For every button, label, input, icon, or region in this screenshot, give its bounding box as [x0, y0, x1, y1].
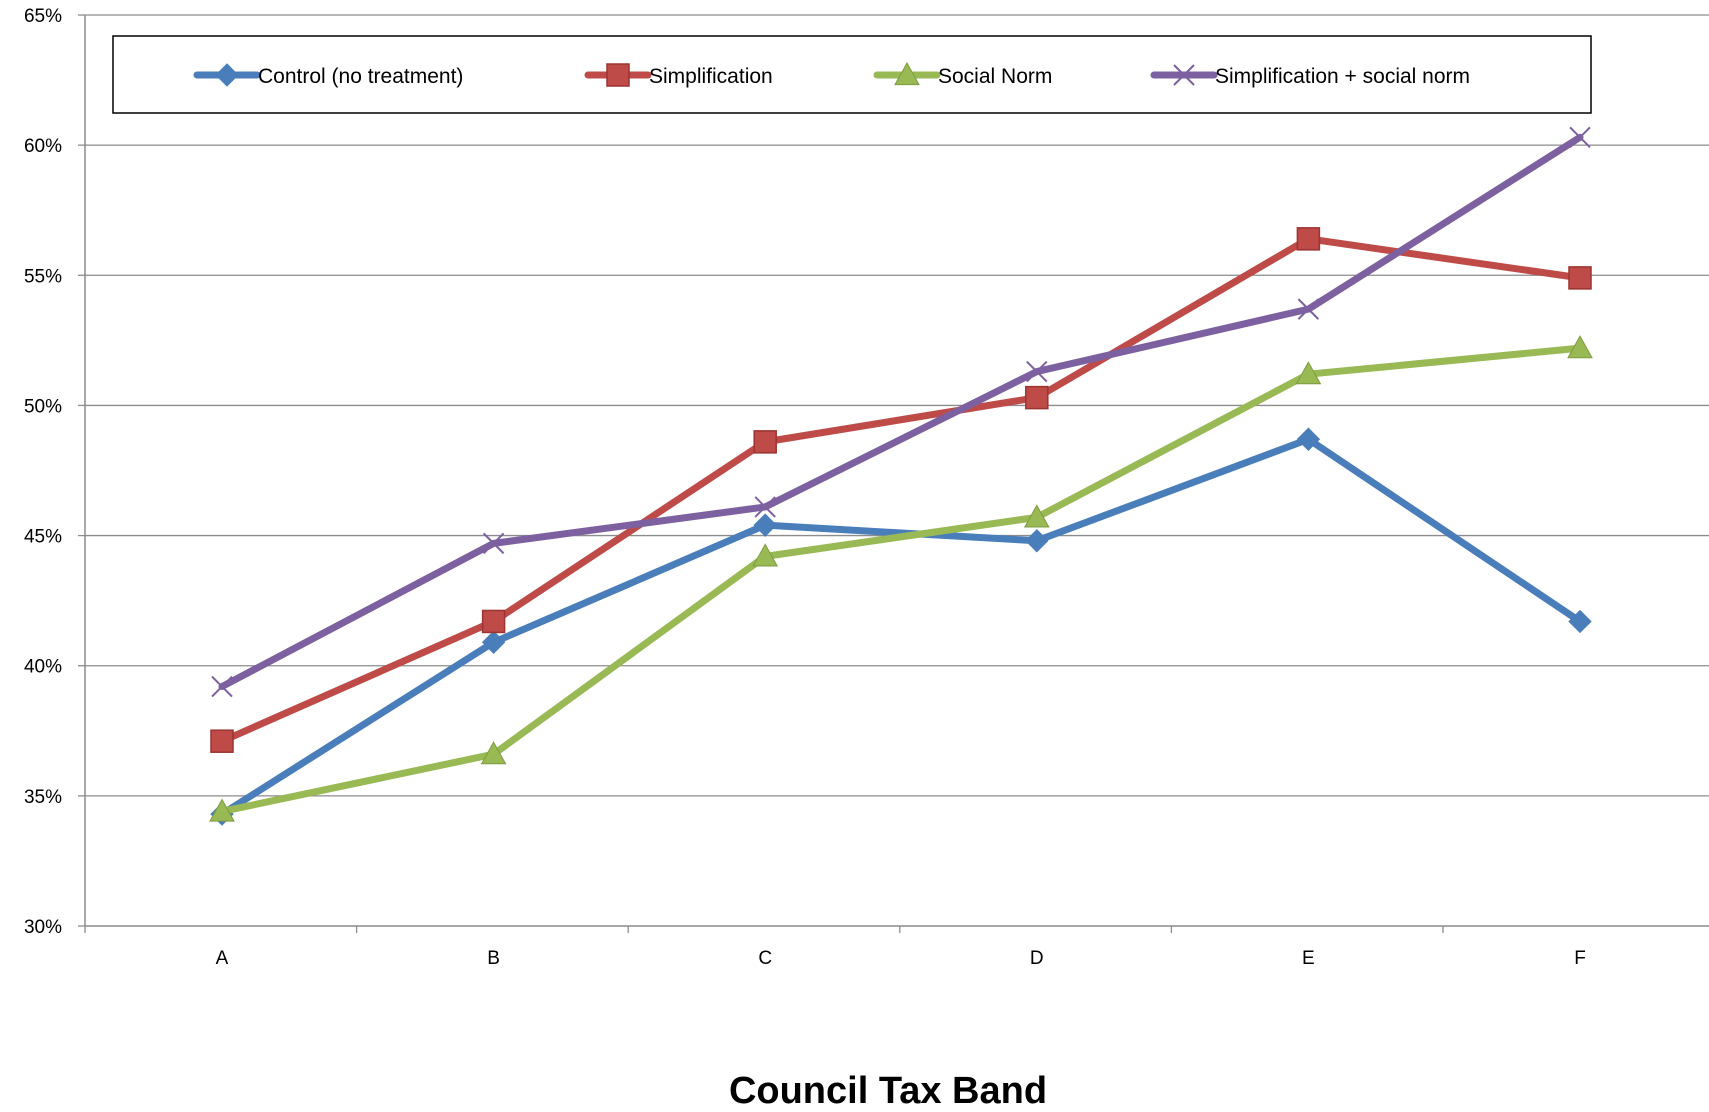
x-axis-title: Council Tax Band: [729, 1070, 1047, 1112]
data-point: [210, 729, 234, 753]
data-point: [1569, 126, 1591, 149]
x-marker-stroke: [1026, 360, 1048, 383]
data-point: [480, 741, 507, 765]
series-1: [210, 427, 1592, 826]
axes: [78, 14, 1709, 933]
legend-label: Simplification: [649, 65, 773, 88]
y-tick-label: 30%: [24, 917, 62, 938]
data-point: [753, 430, 777, 454]
data-point: [1026, 360, 1048, 383]
x-marker-stroke: [1297, 298, 1320, 320]
series-line: [218, 133, 1584, 691]
y-tick-label: 40%: [24, 657, 62, 678]
data-point: [1568, 266, 1592, 290]
x-marker-stroke: [1569, 126, 1591, 149]
x-tick-label: C: [758, 948, 772, 969]
series-line: [218, 235, 1584, 745]
data-point: [481, 609, 506, 634]
x-marker-stroke: [211, 675, 233, 698]
data-point: [1023, 504, 1050, 528]
y-tick-label: 45%: [24, 527, 62, 548]
y-tick-label: 35%: [24, 787, 62, 808]
y-tick-label: 55%: [24, 266, 62, 287]
x-tick-label: E: [1302, 948, 1315, 969]
data-point: [752, 543, 779, 567]
legend-label: Social Norm: [938, 65, 1052, 88]
legend-swatch-marker: [894, 61, 920, 86]
data-point: [1025, 385, 1049, 410]
x-marker-stroke: [754, 496, 776, 518]
x-marker-stroke: [1173, 64, 1195, 86]
data-point: [754, 496, 776, 518]
data-point: [481, 630, 506, 654]
series-line: [218, 344, 1584, 815]
data-point: [1295, 361, 1322, 385]
x-tick-label: F: [1574, 948, 1586, 969]
x-tick-label: D: [1030, 948, 1044, 969]
data-point: [1025, 529, 1049, 553]
x-tick-label: A: [216, 948, 229, 969]
y-axis-tick-labels: 30% 35% 40% 45% 50% 55% 60% 65%: [24, 6, 62, 938]
legend-swatch-marker: [606, 63, 630, 87]
y-tick-label: 60%: [24, 136, 62, 157]
legend-item: Social Norm: [873, 61, 1052, 88]
legend-label: Simplification + social norm: [1215, 65, 1470, 88]
legend-box: [112, 35, 1592, 114]
series-3: [209, 335, 1593, 822]
x-marker-stroke: [482, 532, 505, 555]
series-2: [210, 227, 1592, 753]
data-point: [1297, 298, 1320, 320]
data-point: [211, 675, 233, 698]
data-point: [1296, 427, 1321, 451]
series-lines: [209, 126, 1593, 826]
data-point: [209, 798, 235, 822]
series-line: [218, 435, 1584, 818]
series-4: [211, 126, 1591, 698]
legend-item: Simplification: [584, 63, 773, 88]
x-tick-label: B: [487, 948, 500, 969]
legend: Control (no treatment) Simplification Soci…: [112, 35, 1592, 114]
data-point: [1567, 335, 1593, 359]
legend-swatch-marker: [1173, 64, 1195, 86]
legend-item: Simplification + social norm: [1150, 64, 1470, 88]
y-tick-label: 50%: [24, 396, 62, 417]
legend-swatch-marker: [215, 63, 239, 87]
legend-label: Control (no treatment): [258, 65, 463, 88]
data-point: [1296, 227, 1321, 251]
legend-item: Control (no treatment): [193, 63, 463, 88]
y-tick-label: 65%: [24, 6, 62, 27]
x-axis-tick-labels: A B C D E F: [216, 948, 1586, 969]
data-point: [482, 532, 505, 555]
data-point: [1568, 609, 1592, 634]
data-point: [753, 513, 777, 537]
gridlines: [85, 14, 1709, 797]
